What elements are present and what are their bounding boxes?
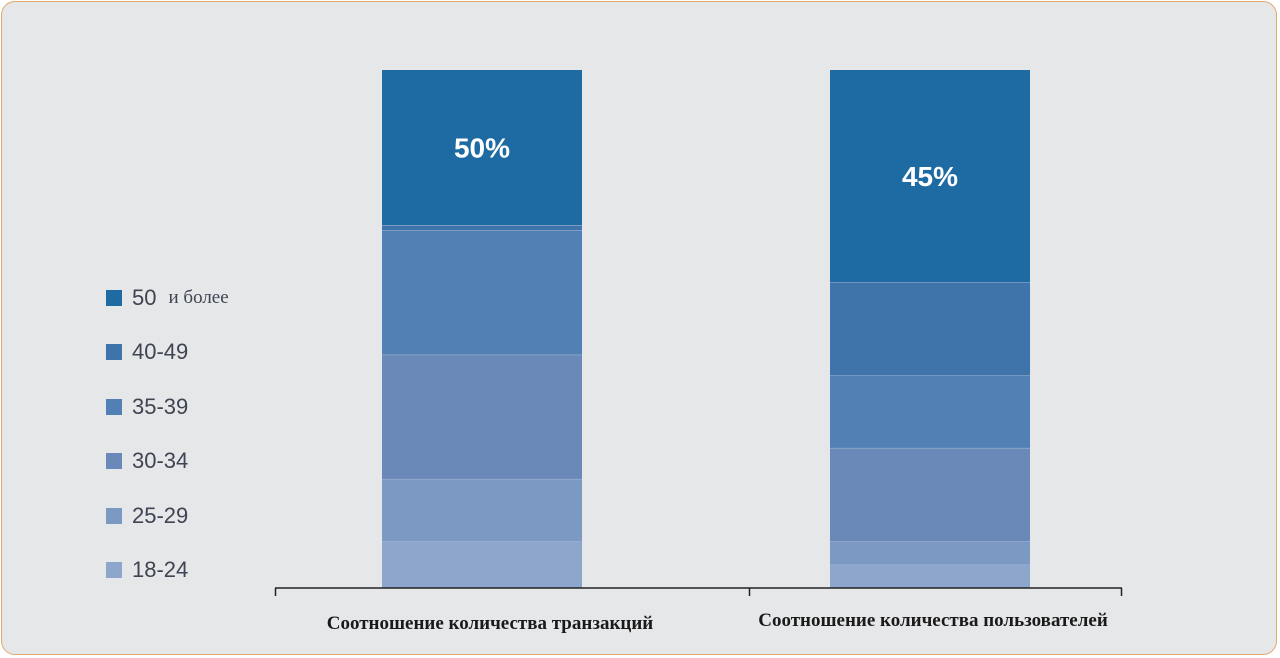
x-tick-label-users: Соотношение количества пользователей	[758, 610, 1108, 631]
x-tick-label-transactions: Соотношение количества транзакций	[327, 613, 654, 634]
data-label-0: 50%	[454, 133, 510, 164]
legend-label: 40-49	[132, 339, 189, 364]
legend-item: 18-24	[106, 557, 189, 582]
data-label-1: 45%	[902, 161, 958, 192]
bar-segment-1-25-29	[830, 541, 1030, 565]
bar-segment-1-40-49	[830, 282, 1030, 376]
bar-segment-0-18-24	[382, 541, 582, 588]
bar-segment-0-30-34	[382, 354, 582, 480]
legend-item: 40-49	[106, 339, 189, 364]
legend-swatch	[106, 453, 122, 469]
legend-label: 50	[132, 285, 157, 310]
bars-group	[382, 70, 1030, 588]
legend-swatch	[106, 562, 122, 578]
legend-label: 30-34	[132, 448, 189, 473]
legend-item: 35-39	[106, 394, 189, 419]
bar-segment-0-35-39	[382, 230, 582, 355]
legend-label-suffix: и более	[168, 287, 229, 308]
legend-label: 25-29	[132, 503, 189, 528]
legend-swatch	[106, 508, 122, 524]
bar-segment-1-30-34	[830, 448, 1030, 542]
bar-segment-1-50-и-более	[830, 70, 1030, 283]
data-labels-group: 50% 45%	[454, 133, 958, 192]
bar-segment-1-18-24	[830, 564, 1030, 588]
bar-segment-0-50-и-более	[382, 70, 582, 226]
bar-segment-1-35-39	[830, 375, 1030, 449]
legend-swatch	[106, 399, 122, 415]
legend-label: 18-24	[132, 557, 189, 582]
bar-segment-0-40-49	[382, 225, 582, 231]
legend-label: 35-39	[132, 394, 189, 419]
x-axis: Соотношение количества транзакций Соотно…	[274, 587, 1123, 634]
legend-item: 30-34	[106, 448, 189, 473]
legend-swatch	[106, 344, 122, 360]
legend-swatch	[106, 290, 122, 306]
bar-segment-0-25-29	[382, 479, 582, 542]
legend-item: 25-29	[106, 503, 189, 528]
legend-item: 50 и более	[106, 285, 229, 310]
